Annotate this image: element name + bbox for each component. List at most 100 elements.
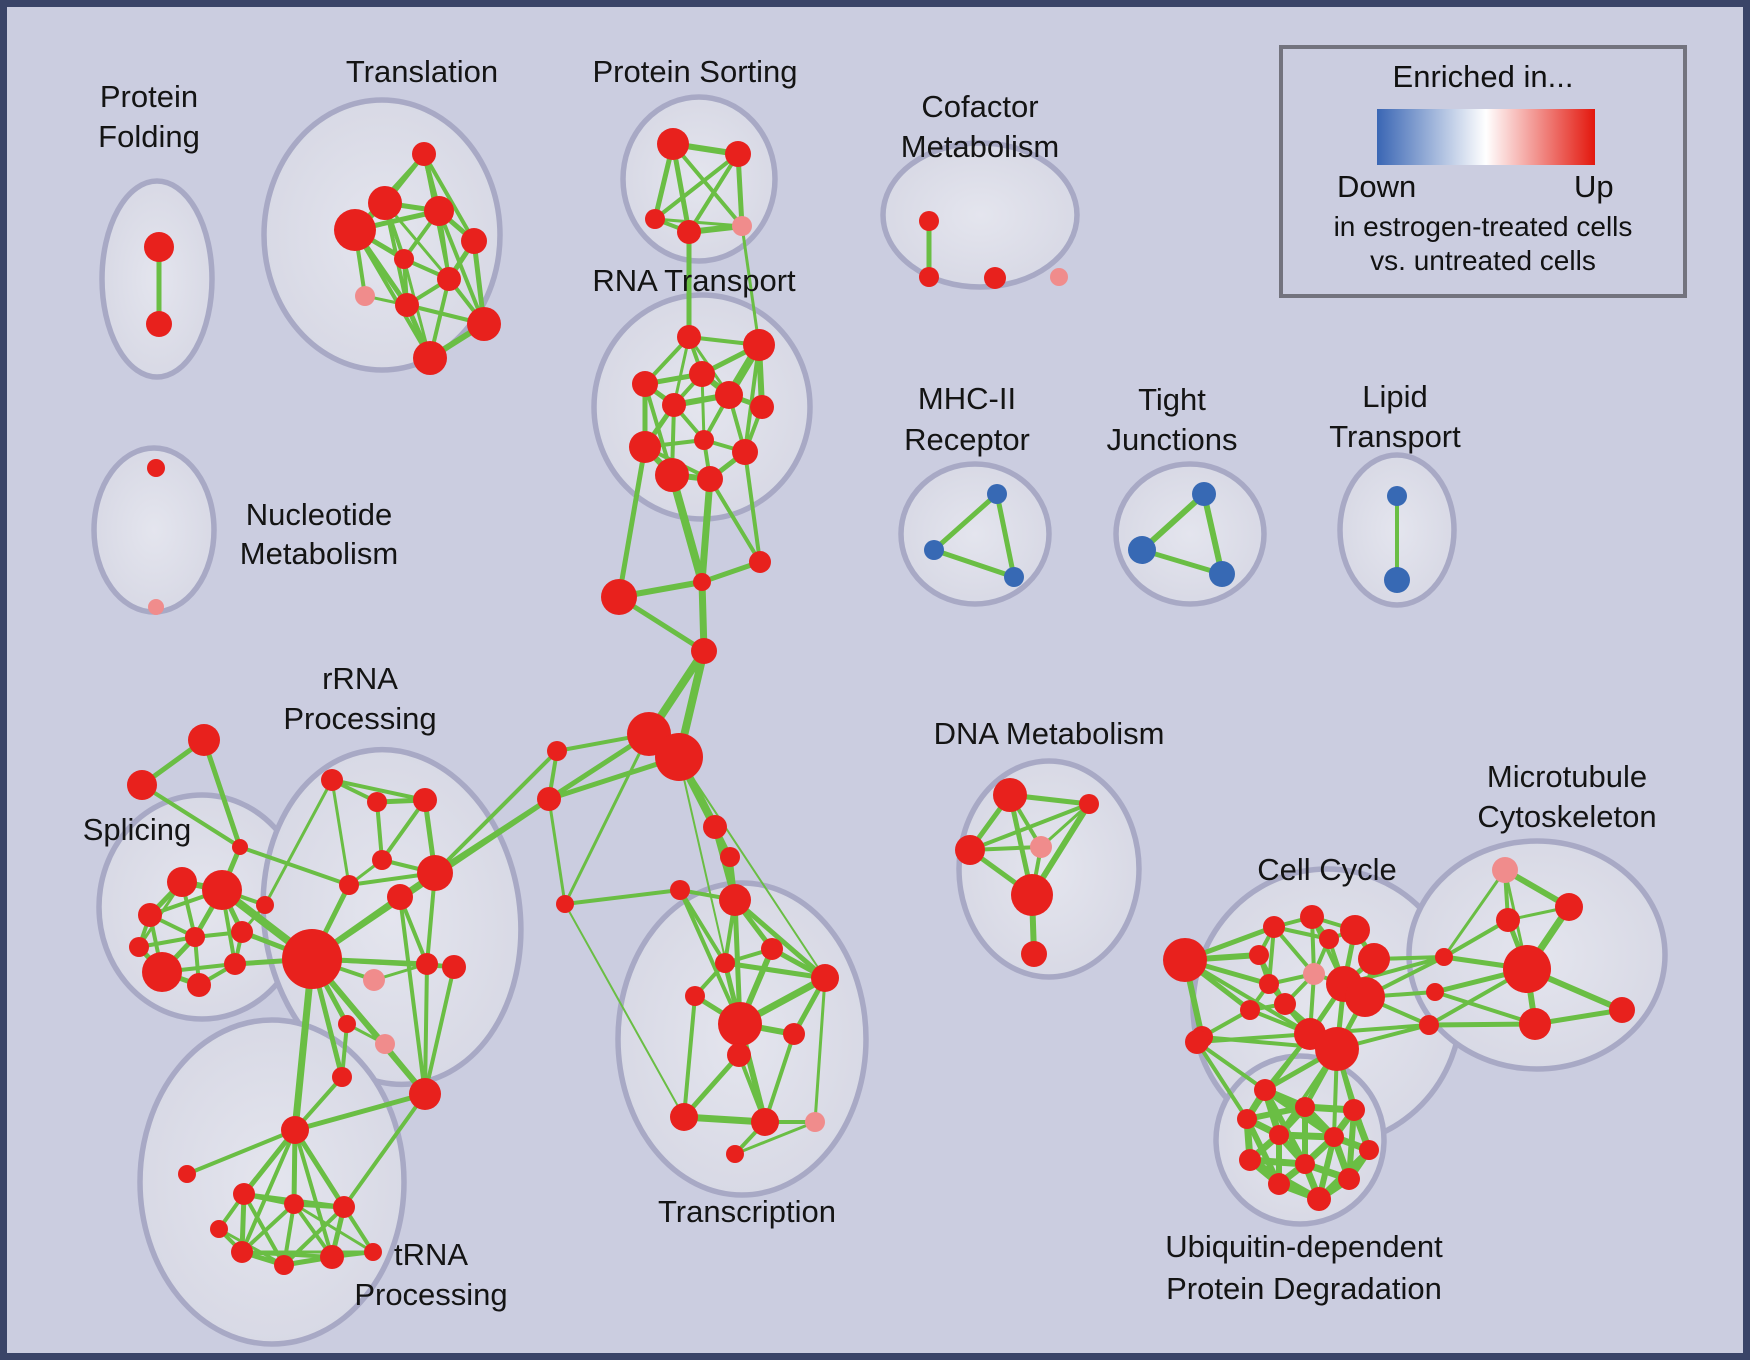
ch-node-6[interactable] [547, 741, 567, 761]
tr-node-7[interactable] [364, 1243, 382, 1261]
mt-node-5[interactable] [1609, 997, 1635, 1023]
cc-node-16[interactable] [1435, 948, 1453, 966]
tc-node-11[interactable] [670, 1103, 698, 1131]
ub-node-12[interactable] [1307, 1187, 1331, 1211]
tc-node-5[interactable] [715, 953, 735, 973]
ub-node-5[interactable] [1269, 1125, 1289, 1145]
tl-node-7[interactable] [355, 286, 375, 306]
ub-node-4[interactable] [1237, 1109, 1257, 1129]
tr-node-1[interactable] [284, 1194, 304, 1214]
cc-node-0[interactable] [1163, 938, 1207, 982]
rr-node-4[interactable] [339, 875, 359, 895]
rr-node-1[interactable] [367, 792, 387, 812]
tl-node-5[interactable] [394, 249, 414, 269]
rr-node-11[interactable] [338, 1015, 356, 1033]
cc-node-15[interactable] [1315, 1027, 1359, 1071]
rr-node-9[interactable] [416, 953, 438, 975]
tc-node-3[interactable] [719, 884, 751, 916]
ps-node-4[interactable] [732, 216, 752, 236]
dm-node-5[interactable] [1021, 941, 1047, 967]
rr-node-6[interactable] [387, 884, 413, 910]
rr-node-14[interactable] [332, 1067, 352, 1087]
tl-node-3[interactable] [334, 209, 376, 251]
tl-node-4[interactable] [461, 228, 487, 254]
ub-node-6[interactable] [1324, 1127, 1344, 1147]
ub-node-3[interactable] [1343, 1099, 1365, 1121]
tl-node-2[interactable] [424, 196, 454, 226]
ps-node-2[interactable] [645, 209, 665, 229]
rt-node-6[interactable] [750, 395, 774, 419]
rr-node-15[interactable] [281, 1116, 309, 1144]
rt-node-10[interactable] [655, 458, 689, 492]
cc-node-18[interactable] [1419, 1015, 1439, 1035]
lt-node-1[interactable] [1384, 567, 1410, 593]
tl-node-0[interactable] [412, 142, 436, 166]
tc-node-8[interactable] [718, 1002, 762, 1046]
nm-node-1[interactable] [148, 599, 164, 615]
ub-node-0[interactable] [1185, 1030, 1209, 1054]
tr-node-5[interactable] [274, 1255, 294, 1275]
rr-node-8[interactable] [363, 969, 385, 991]
mt-node-3[interactable] [1503, 945, 1551, 993]
cc-node-6[interactable] [1358, 943, 1390, 975]
cc-node-2[interactable] [1263, 916, 1285, 938]
tr-node-6[interactable] [320, 1245, 344, 1269]
tj-node-0[interactable] [1192, 482, 1216, 506]
dm-node-3[interactable] [1030, 836, 1052, 858]
ub-node-9[interactable] [1295, 1154, 1315, 1174]
ub-node-7[interactable] [1359, 1140, 1379, 1160]
tl-node-10[interactable] [413, 341, 447, 375]
sp-node-0[interactable] [202, 870, 242, 910]
rt-node-3[interactable] [632, 371, 658, 397]
cc-node-4[interactable] [1340, 915, 1370, 945]
rt-node-7[interactable] [694, 430, 714, 450]
cc-node-5[interactable] [1319, 929, 1339, 949]
pf-node-1[interactable] [146, 311, 172, 337]
tj-node-2[interactable] [1209, 561, 1235, 587]
cc-node-17[interactable] [1426, 983, 1444, 1001]
sp-node-4[interactable] [142, 952, 182, 992]
mh-node-0[interactable] [987, 484, 1007, 504]
cm-node-0[interactable] [919, 211, 939, 231]
tc-node-2[interactable] [670, 880, 690, 900]
cc-node-10[interactable] [1274, 993, 1296, 1015]
fr-node-0[interactable] [188, 724, 220, 756]
tl-node-9[interactable] [467, 307, 501, 341]
rt-node-8[interactable] [629, 431, 661, 463]
tl-node-6[interactable] [437, 267, 461, 291]
sp-node-8[interactable] [185, 927, 205, 947]
rr-node-7[interactable] [282, 929, 342, 989]
cm-node-2[interactable] [984, 267, 1006, 289]
ch-node-2[interactable] [749, 551, 771, 573]
fr-node-1[interactable] [127, 770, 157, 800]
cc-node-1[interactable] [1249, 945, 1269, 965]
dm-node-1[interactable] [1079, 794, 1099, 814]
mt-node-0[interactable] [1492, 857, 1518, 883]
tl-node-8[interactable] [395, 293, 419, 317]
rt-node-5[interactable] [662, 393, 686, 417]
mh-node-1[interactable] [924, 540, 944, 560]
ps-node-3[interactable] [677, 220, 701, 244]
nm-node-0[interactable] [147, 459, 165, 477]
tc-node-9[interactable] [783, 1023, 805, 1045]
tc-node-0[interactable] [703, 815, 727, 839]
cc-node-12[interactable] [1345, 977, 1385, 1017]
rr-node-12[interactable] [375, 1034, 395, 1054]
tr-node-2[interactable] [333, 1196, 355, 1218]
ch-node-3[interactable] [691, 638, 717, 664]
tc-node-7[interactable] [685, 986, 705, 1006]
cc-node-7[interactable] [1303, 963, 1325, 985]
rr-node-16[interactable] [178, 1165, 196, 1183]
tl-node-1[interactable] [368, 186, 402, 220]
ch-node-5[interactable] [655, 733, 703, 781]
ch-node-0[interactable] [601, 579, 637, 615]
rt-node-1[interactable] [743, 329, 775, 361]
ps-node-1[interactable] [725, 141, 751, 167]
rr-node-5[interactable] [417, 855, 453, 891]
cm-node-1[interactable] [919, 267, 939, 287]
pf-node-0[interactable] [144, 232, 174, 262]
ub-node-1[interactable] [1254, 1079, 1276, 1101]
mt-node-4[interactable] [1519, 1008, 1551, 1040]
rt-node-4[interactable] [715, 381, 743, 409]
rt-node-9[interactable] [732, 439, 758, 465]
